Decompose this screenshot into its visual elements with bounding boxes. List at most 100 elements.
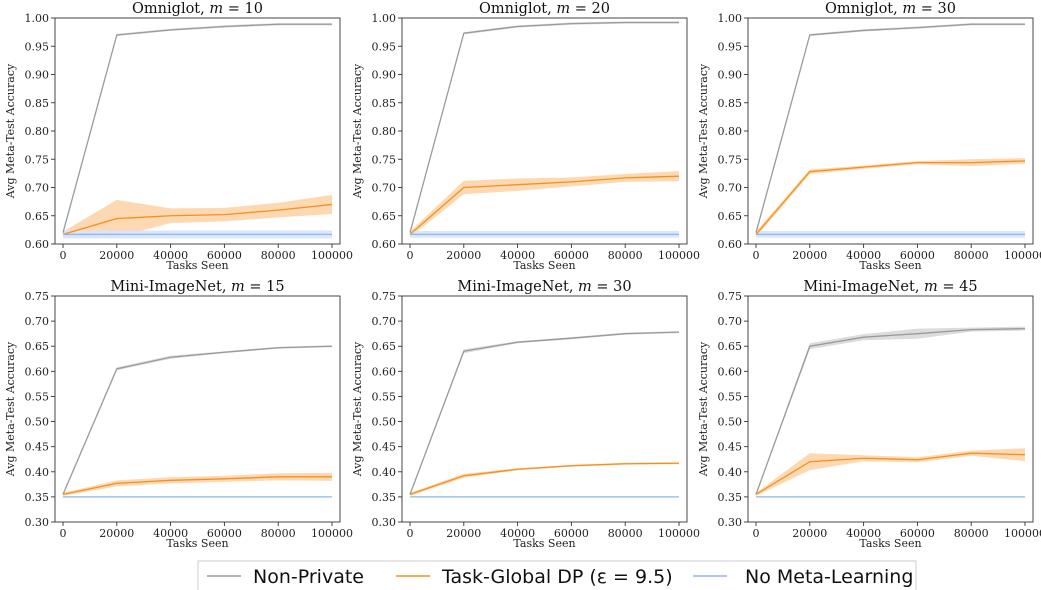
chart-panels: Omniglot, m = 10 0.60 0.65 0.70 0.75 0.80 0.85… — [4, 1, 1041, 550]
series-line-task-global-dp-9-5 — [62, 203, 333, 236]
band-task-global-dp-9-5 — [63, 472, 332, 496]
x-axis-label: Tasks Seen — [166, 259, 228, 272]
x-tick-label: 80000 — [608, 249, 643, 262]
x-tick-label: 20000 — [792, 527, 827, 540]
axes-frame — [401, 295, 688, 523]
y-tick-label: 0.75 — [718, 290, 743, 303]
y-tick-label: 0.75 — [372, 153, 397, 166]
y-tick-label: 0.60 — [372, 365, 397, 378]
y-tick-label: 0.70 — [718, 182, 743, 195]
y-tick-label: 0.60 — [372, 238, 397, 251]
x-tick-label: 80000 — [261, 249, 296, 262]
y-tick-label: 0.35 — [372, 491, 397, 504]
y-tick-label: 0.90 — [372, 69, 397, 82]
y-tick-label: 0.55 — [372, 390, 397, 403]
x-tick-label: 60000 — [207, 527, 242, 540]
y-tick-label: 0.45 — [372, 441, 397, 454]
x-tick-label: 40000 — [846, 249, 881, 262]
axes-frame — [401, 17, 688, 245]
y-tick-label: 0.65 — [718, 340, 743, 353]
y-tick-label: 0.75 — [718, 153, 743, 166]
x-tick-label: 0 — [60, 249, 67, 262]
band-non-private — [756, 23, 1025, 234]
y-tick-label: 0.70 — [372, 315, 397, 328]
y-tick-label: 0.70 — [25, 182, 50, 195]
chart-panel-4: Mini-ImageNet, m = 15 0.30 0.35 0.40 0.45 0.5… — [4, 279, 353, 550]
band-task-global-dp-9-5 — [410, 171, 679, 238]
y-tick-label: 0.85 — [372, 97, 397, 110]
y-tick-label: 0.85 — [718, 97, 743, 110]
x-tick-label: 20000 — [792, 249, 827, 262]
panel-title: Mini-ImageNet, m = 45 — [803, 279, 977, 295]
y-tick-label: 0.30 — [718, 516, 743, 529]
band-non-private — [410, 331, 679, 496]
x-axis-label: Tasks Seen — [859, 259, 921, 272]
y-tick-label: 0.55 — [718, 390, 743, 403]
x-axis-label: Tasks Seen — [513, 537, 575, 550]
x-tick-label: 80000 — [954, 527, 989, 540]
axes-frame — [747, 17, 1034, 245]
legend-label-task-global-dp: Task-Global DP (ε = 9.5) — [441, 566, 673, 588]
y-tick-label: 0.40 — [25, 466, 50, 479]
y-tick-label: 0.65 — [372, 340, 397, 353]
x-tick-label: 20000 — [99, 527, 134, 540]
y-tick-label: 0.40 — [372, 466, 397, 479]
x-tick-label: 0 — [407, 249, 414, 262]
y-tick-label: 0.65 — [25, 210, 50, 223]
y-tick-label: 1.00 — [25, 12, 50, 25]
y-tick-label: 0.35 — [25, 491, 50, 504]
band-task-global-dp-9-5 — [756, 158, 1025, 238]
x-tick-label: 60000 — [207, 249, 242, 262]
chart-panel-2: Omniglot, m = 20 0.60 0.65 0.70 0.75 0.80 0.85… — [351, 1, 700, 272]
x-tick-label: 40000 — [500, 249, 535, 262]
y-tick-label: 0.60 — [25, 238, 50, 251]
x-axis-label: Tasks Seen — [166, 537, 228, 550]
x-tick-label: 20000 — [446, 249, 481, 262]
y-tick-label: 0.80 — [25, 125, 50, 138]
x-tick-label: 80000 — [608, 527, 643, 540]
y-tick-label: 0.65 — [372, 210, 397, 223]
y-tick-label: 0.45 — [25, 441, 50, 454]
y-tick-label: 0.75 — [372, 290, 397, 303]
y-tick-label: 0.75 — [25, 290, 50, 303]
y-tick-label: 0.50 — [372, 416, 397, 429]
x-tick-label: 0 — [60, 527, 67, 540]
y-tick-label: 0.40 — [718, 466, 743, 479]
y-tick-label: 0.95 — [718, 40, 743, 53]
series-line-non-private — [409, 21, 679, 233]
legend: Non-Private Task-Global DP (ε = 9.5) No … — [197, 560, 917, 590]
y-axis-label: Avg Meta-Test Accuracy — [697, 63, 710, 199]
y-tick-label: 1.00 — [372, 12, 397, 25]
series-line-task-global-dp-9-5 — [755, 452, 1026, 495]
x-tick-label: 100000 — [311, 249, 353, 262]
y-axis-label: Avg Meta-Test Accuracy — [697, 341, 710, 477]
chart-panel-3: Omniglot, m = 30 0.60 0.65 0.70 0.75 0.80 0.85… — [697, 1, 1041, 272]
y-axis-label: Avg Meta-Test Accuracy — [351, 341, 364, 477]
x-tick-label: 0 — [753, 527, 760, 540]
band-non-private — [63, 345, 332, 496]
band-task-global-dp-9-5 — [63, 194, 332, 238]
y-axis-label: Avg Meta-Test Accuracy — [4, 63, 17, 199]
legend-frame — [197, 560, 917, 590]
band-task-global-dp-9-5 — [756, 448, 1025, 496]
y-tick-label: 0.60 — [718, 238, 743, 251]
x-tick-label: 60000 — [900, 527, 935, 540]
y-tick-label: 0.80 — [718, 125, 743, 138]
x-tick-label: 60000 — [554, 249, 589, 262]
series-line-task-global-dp-9-5 — [409, 462, 680, 495]
y-tick-label: 0.95 — [25, 40, 50, 53]
x-tick-label: 40000 — [846, 527, 881, 540]
x-tick-label: 60000 — [554, 527, 589, 540]
x-tick-label: 0 — [753, 249, 760, 262]
y-tick-label: 0.30 — [25, 516, 50, 529]
y-tick-label: 1.00 — [718, 12, 743, 25]
axes-frame — [54, 295, 341, 523]
y-tick-label: 0.90 — [718, 69, 743, 82]
series-line-task-global-dp-9-5 — [62, 476, 332, 496]
y-tick-label: 0.80 — [372, 125, 397, 138]
y-tick-label: 0.60 — [25, 365, 50, 378]
y-tick-label: 0.60 — [718, 365, 743, 378]
axes-frame — [747, 295, 1034, 523]
x-axis-label: Tasks Seen — [859, 537, 921, 550]
